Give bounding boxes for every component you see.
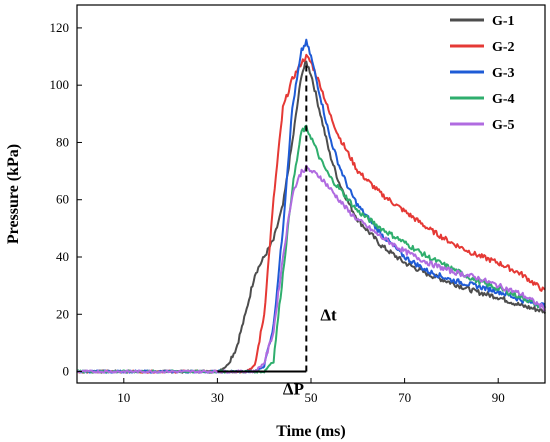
x-tick-label: 50: [305, 390, 318, 405]
y-tick-label: 40: [56, 249, 69, 264]
delta-p-annotation: ΔP: [283, 380, 304, 399]
legend-label-g-3: G-3: [492, 66, 515, 81]
y-tick-label: 120: [50, 20, 70, 35]
series-line-g-4: [76, 124, 546, 374]
y-tick-label: 80: [56, 134, 69, 149]
delta-t-annotation: Δt: [320, 305, 337, 324]
series-line-g-3: [76, 38, 546, 374]
y-tick-label: 60: [56, 192, 69, 207]
y-tick-label: 20: [56, 306, 69, 321]
legend-label-g-2: G-2: [492, 40, 515, 55]
y-axis-label: Pressure (kPa): [5, 144, 22, 244]
legend-label-g-1: G-1: [492, 14, 515, 29]
series-line-g-2: [76, 53, 546, 374]
x-axis-ticks: 10 30 50 70 90: [117, 378, 505, 405]
y-tick-label: 0: [63, 364, 70, 379]
plot-lines: [76, 38, 546, 374]
series-line-g-5: [76, 164, 546, 374]
series-line-g-1: [76, 60, 546, 374]
x-tick-label: 30: [211, 390, 224, 405]
y-axis-ticks: 0 20 40 60 80 100 120: [50, 20, 82, 379]
legend-label-g-4: G-4: [492, 92, 515, 107]
x-axis-label: Time (ms): [276, 423, 345, 440]
legend: G-1 G-2 G-3 G-4 G-5: [450, 14, 515, 133]
y-tick-label: 100: [50, 77, 70, 92]
x-tick-label: 90: [492, 390, 505, 405]
x-tick-label: 10: [117, 390, 130, 405]
x-tick-label: 70: [398, 390, 411, 405]
annotation-layer: ΔP Δt: [217, 62, 337, 399]
legend-label-g-5: G-5: [492, 118, 515, 133]
